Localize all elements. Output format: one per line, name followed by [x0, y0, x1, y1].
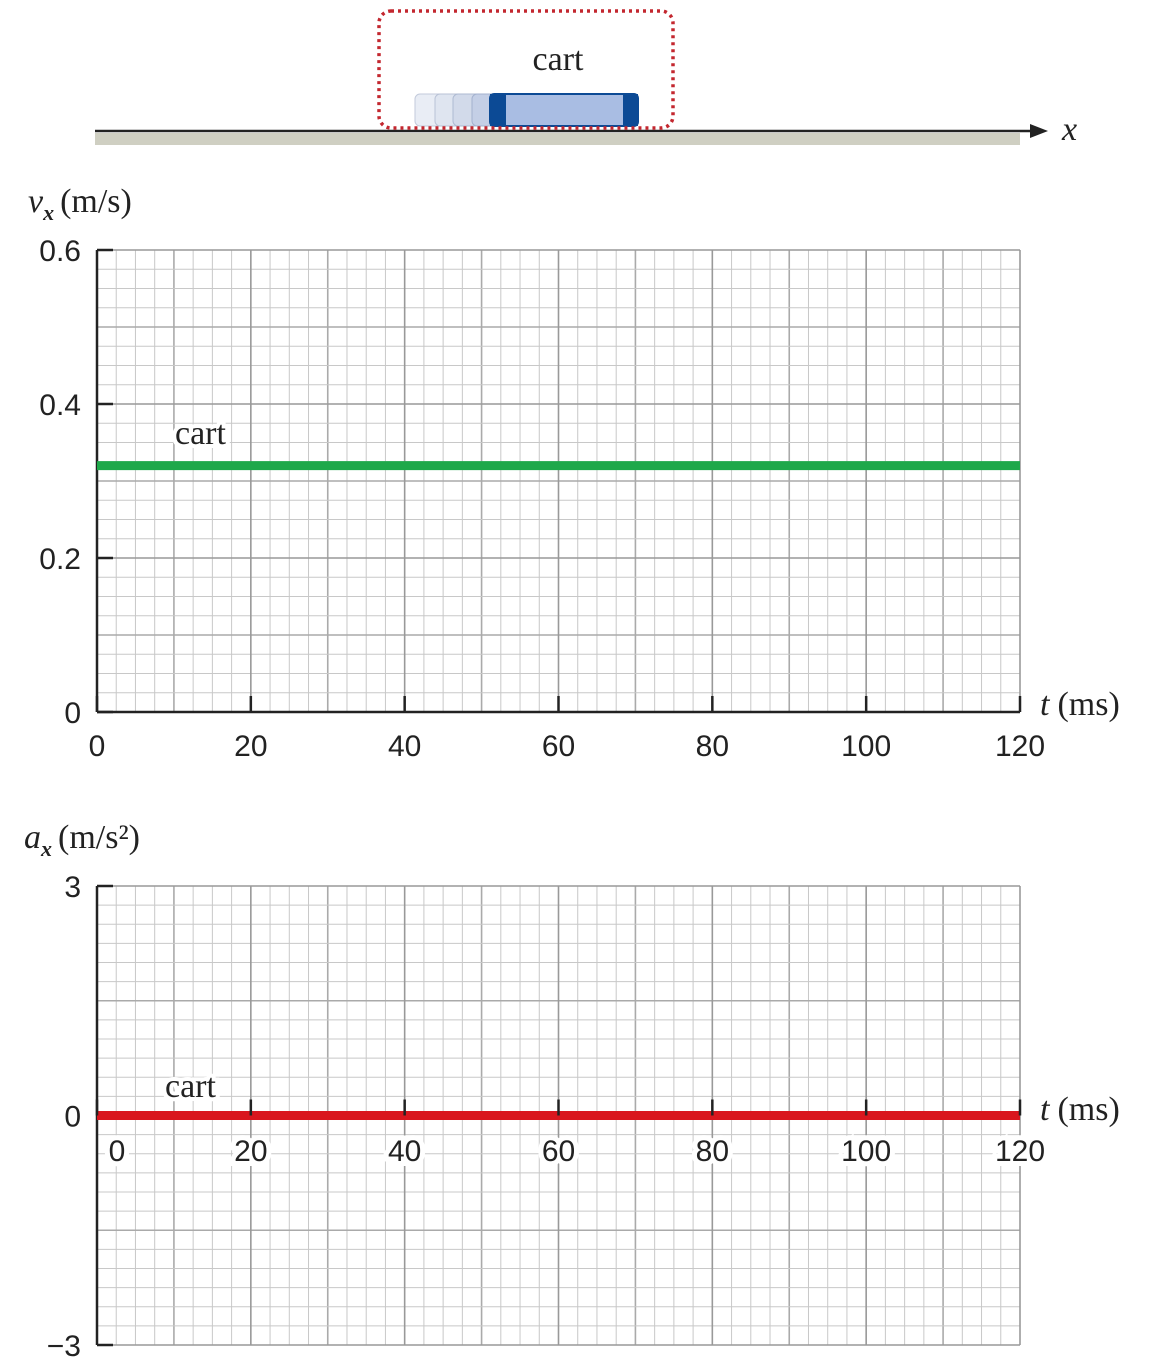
y-label-subscript: x — [42, 200, 54, 225]
chart: −3 0 3 cart 0 20 40 60 80 100 120 ax (m/s²) t (ms) — [24, 819, 1120, 1358]
x-tick-label: 20 — [234, 1135, 267, 1168]
x-tick-label: 100 — [841, 1135, 891, 1168]
cart-bumper — [490, 94, 506, 126]
x-tick-label: 120 — [995, 1135, 1045, 1168]
y-axis-label: vx (m/s) — [28, 183, 132, 225]
axis-label: x — [1061, 111, 1077, 148]
track — [95, 133, 1020, 145]
y-tick-label: 0.2 — [39, 543, 81, 576]
x-tick-label: 0 — [109, 1135, 126, 1168]
x-tick-label: 60 — [542, 1135, 575, 1168]
y-axis-label: ax (m/s²) — [24, 819, 140, 861]
x-tick-label: 100 — [841, 730, 891, 763]
y-tick-label: 0.6 — [39, 235, 81, 268]
series-label: cart — [165, 1068, 217, 1105]
y-tick-label: −3 — [47, 1330, 81, 1358]
cart-diagram: cart x — [95, 9, 1077, 148]
arrow-head — [1030, 124, 1048, 138]
y-label-unit: (m/s) — [60, 183, 132, 220]
y-tick-label: 0 — [64, 697, 81, 730]
x-tick-label: 80 — [696, 1135, 729, 1168]
x-label-unit: (ms) — [1057, 1091, 1119, 1128]
y-tick-label: 3 — [64, 871, 81, 904]
x-label-unit: (ms) — [1057, 686, 1119, 723]
x-label-symbol: t — [1040, 686, 1051, 723]
object-label: cart — [533, 41, 585, 78]
x-axis-label: t (ms) — [1040, 686, 1120, 723]
highlight-box — [377, 9, 675, 130]
cart-bumper — [623, 94, 638, 126]
x-tick-label: 0 — [89, 730, 106, 763]
x-tick-label: 40 — [388, 1135, 421, 1168]
x-tick-label: 60 — [542, 730, 575, 763]
y-label-unit: (m/s²) — [58, 819, 140, 856]
x-label-symbol: t — [1040, 1091, 1051, 1128]
x-tick-label: 120 — [995, 730, 1045, 763]
x-tick-label: 20 — [234, 730, 267, 763]
x-tick-label: 80 — [696, 730, 729, 763]
y-label-subscript: x — [40, 836, 52, 861]
y-tick-label: 0 — [64, 1101, 81, 1134]
x-tick-label: 40 — [388, 730, 421, 763]
cart-body — [489, 93, 639, 127]
y-label-symbol: a — [24, 819, 41, 856]
series-label: cart — [175, 415, 227, 452]
chart: 0 0.2 0.4 0.6 cart 0 20 40 60 80 100 120 vx (m/s) t (ms… — [28, 183, 1120, 763]
x-axis-label: t (ms) — [1040, 1091, 1120, 1128]
y-label-symbol: v — [28, 183, 44, 220]
y-tick-label: 0.4 — [39, 389, 81, 422]
